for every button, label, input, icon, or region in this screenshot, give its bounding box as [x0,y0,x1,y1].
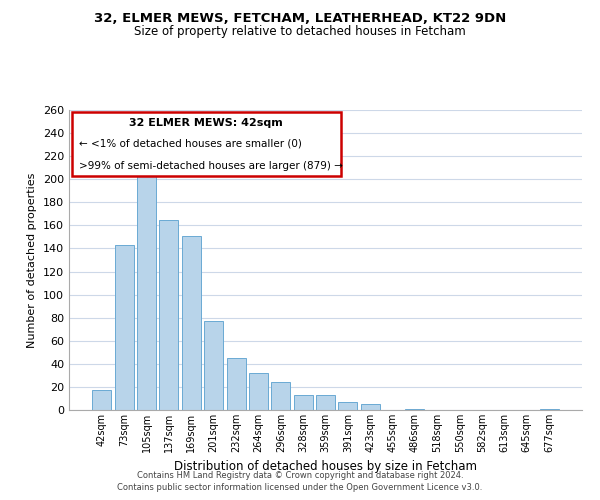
Y-axis label: Number of detached properties: Number of detached properties [28,172,37,348]
Text: 32 ELMER MEWS: 42sqm: 32 ELMER MEWS: 42sqm [130,118,283,128]
Text: Size of property relative to detached houses in Fetcham: Size of property relative to detached ho… [134,25,466,38]
Bar [92,390,112,410]
Bar [137,174,156,410]
Text: 32, ELMER MEWS, FETCHAM, LEATHERHEAD, KT22 9DN: 32, ELMER MEWS, FETCHAM, LEATHERHEAD, KT… [94,12,506,26]
Bar [182,236,201,410]
Bar [249,373,268,410]
Bar [160,220,178,410]
Bar [361,404,380,410]
X-axis label: Distribution of detached houses by size in Fetcham: Distribution of detached houses by size … [174,460,477,473]
Bar [539,409,559,410]
Bar [271,382,290,410]
FancyBboxPatch shape [71,112,341,176]
Bar [115,245,134,410]
Bar [338,402,358,410]
Bar [406,409,424,410]
Bar [293,395,313,410]
Text: Contains HM Land Registry data © Crown copyright and database right 2024.
Contai: Contains HM Land Registry data © Crown c… [118,471,482,492]
Bar [316,395,335,410]
Text: ← <1% of detached houses are smaller (0): ← <1% of detached houses are smaller (0) [79,138,302,148]
Text: >99% of semi-detached houses are larger (879) →: >99% of semi-detached houses are larger … [79,161,343,171]
Bar [204,321,223,410]
Bar [227,358,245,410]
